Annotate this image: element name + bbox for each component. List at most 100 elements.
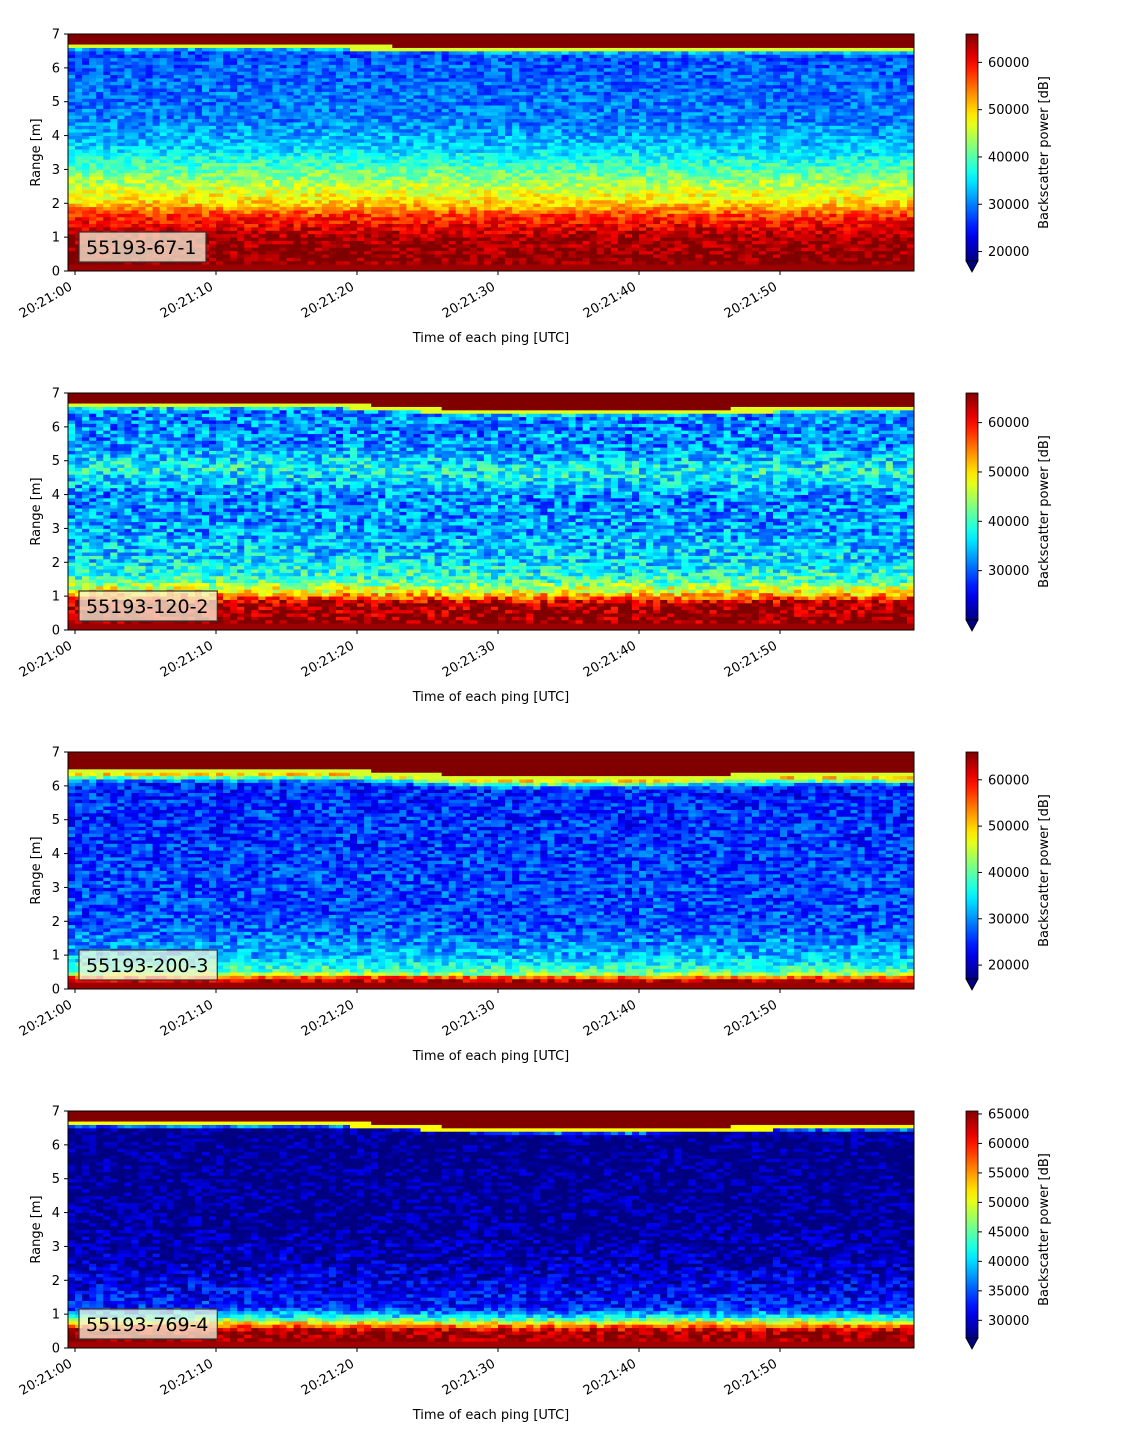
heatmap-cell [237,264,244,268]
heatmap-cell [512,251,519,255]
heatmap-cell [343,197,350,201]
heatmap-cell [421,88,428,92]
heatmap-cell [308,176,315,180]
heatmap-cell [223,142,230,146]
heatmap-cell [153,197,160,201]
heatmap-cell [265,108,272,112]
heatmap-cell [188,193,195,197]
heatmap-cell [265,112,272,116]
heatmap-cell [181,220,188,224]
heatmap-cell [526,95,533,99]
heatmap-cell [146,227,153,231]
heatmap-cell [265,163,272,167]
heatmap-cell [160,180,167,184]
heatmap-cell [272,95,279,99]
heatmap-cell [202,176,209,180]
heatmap-cell [258,254,265,258]
heatmap-cell [223,44,230,48]
heatmap-cell [272,264,279,268]
heatmap-cell [435,224,442,228]
heatmap-cell [491,166,498,170]
heatmap-cell [82,68,89,72]
heatmap-cell [223,92,230,96]
heatmap-cell [322,78,329,82]
heatmap-cell [216,37,223,41]
heatmap-cell [68,227,75,231]
heatmap-cell [357,85,364,89]
heatmap-cell [124,224,131,228]
heatmap-cell [399,51,406,55]
heatmap-cell [378,85,385,89]
heatmap-cell [174,169,181,173]
heatmap-cell [96,166,103,170]
heatmap-cell [160,197,167,201]
heatmap-cell [413,75,420,79]
heatmap-cell [392,166,399,170]
heatmap-cell [456,61,463,65]
heatmap-cell [322,54,329,58]
heatmap-cell [294,186,301,190]
heatmap-cell [428,186,435,190]
heatmap-cell [399,261,406,265]
heatmap-cell [484,244,491,248]
heatmap-cell [343,64,350,68]
heatmap-cell [96,37,103,41]
heatmap-cell [505,220,512,224]
heatmap-cell [251,153,258,157]
heatmap-cell [477,237,484,241]
heatmap-cell [378,115,385,119]
echogram-panel-1: 0123456720:21:00 20:21:10 20:21:20 20:21:30… [17,28,1052,347]
heatmap-cell [280,176,287,180]
heatmap-cell [251,108,258,112]
heatmap-cell [540,98,547,102]
heatmap-cell [230,264,237,268]
heatmap-cell [442,220,449,224]
heatmap-cell [505,149,512,153]
heatmap-cell [110,98,117,102]
heatmap-cell [209,51,216,55]
heatmap-cell [287,166,294,170]
heatmap-cell [470,193,477,197]
heatmap-cell [371,132,378,136]
heatmap-cell [89,227,96,231]
heatmap-cell [117,122,124,126]
heatmap-cell [357,166,364,170]
heatmap-cell [167,217,174,221]
heatmap-cell [378,197,385,201]
heatmap-cell [526,173,533,177]
heatmap-cell [364,139,371,143]
heatmap-cell [301,156,308,160]
heatmap-cell [562,207,569,211]
heatmap-cell [153,85,160,89]
heatmap-cell [562,247,569,251]
heatmap-cell [463,81,470,85]
heatmap-cell [258,146,265,150]
heatmap-cell [435,169,442,173]
heatmap-cell [357,197,364,201]
heatmap-cell [562,51,569,55]
heatmap-cell [540,92,547,96]
heatmap-cell [456,176,463,180]
heatmap-cell [540,71,547,75]
heatmap-cell [540,159,547,163]
heatmap-cell [301,71,308,75]
heatmap-cell [124,169,131,173]
heatmap-cell [153,142,160,146]
heatmap-cell [146,64,153,68]
heatmap-cell [392,71,399,75]
heatmap-cell [89,75,96,79]
heatmap-cell [498,95,505,99]
heatmap-cell [406,183,413,187]
heatmap-cell [139,58,146,62]
heatmap-cell [272,146,279,150]
heatmap-cell [139,159,146,163]
heatmap-cell [265,81,272,85]
heatmap-cell [540,68,547,72]
heatmap-cell [392,183,399,187]
heatmap-cell [124,108,131,112]
heatmap-cell [146,186,153,190]
heatmap-cell [357,115,364,119]
heatmap-cell [315,159,322,163]
heatmap-cell [519,237,526,241]
heatmap-cell [117,78,124,82]
